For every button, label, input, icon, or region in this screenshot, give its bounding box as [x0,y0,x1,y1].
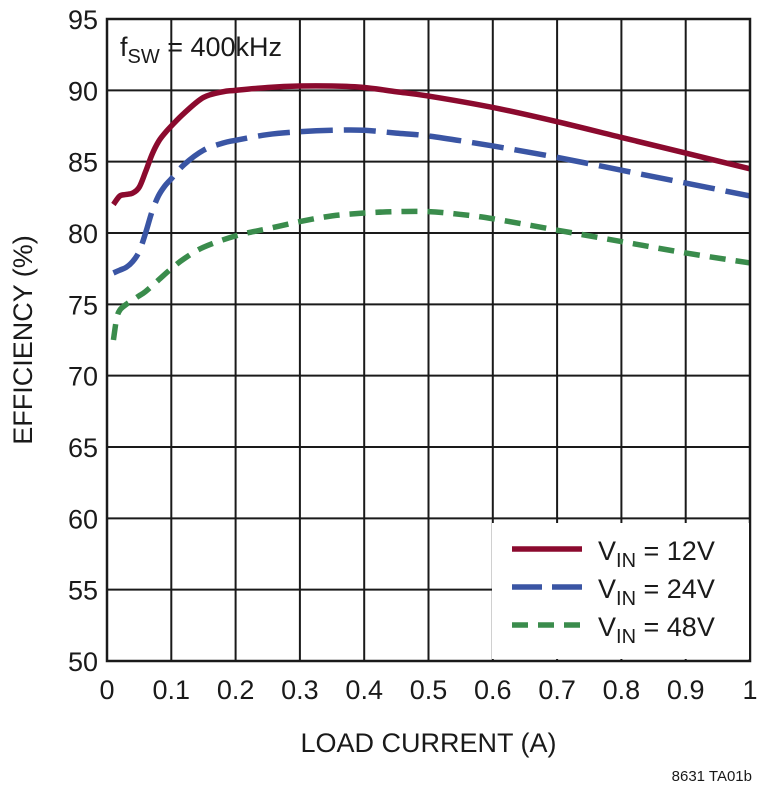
y-tick-label: 75 [68,290,98,320]
x-tick-label: 0.2 [217,675,255,705]
y-tick-label: 80 [68,219,98,249]
legend-background [492,523,749,659]
series-line-vin-24v [112,127,751,276]
y-tick-label: 95 [68,5,98,35]
legend-label-subscript: IN [616,550,636,572]
y-tick-label: 55 [68,576,98,606]
y-tick-label: 60 [68,504,98,534]
annotation-main: f [120,32,128,62]
legend-label: VIN = 48V [598,612,715,648]
series-line-vin-12v [111,83,751,207]
legend-label-rest: = 12V [636,536,715,566]
y-tick-label: 85 [68,148,98,178]
annotation-rest: = 400kHz [160,32,282,62]
legend-label: VIN = 24V [598,574,715,610]
series-group [110,83,751,341]
y-tick-label: 65 [68,433,98,463]
legend-label-rest: = 24V [636,574,715,604]
series-line-vin-48v [110,208,751,341]
y-tick-label: 90 [68,76,98,106]
x-tick-label: 0.3 [281,675,319,705]
x-tick-label: 0.4 [345,675,383,705]
tick-labels: 0 0.1 0.2 0.3 0.4 0.5 0.6 0.7 0.8 0.9 1 50 55 60 65 70 7… [68,5,758,705]
legend-label-main: V [598,536,616,566]
x-tick-label: 1 [742,675,757,705]
x-tick-label: 0 [99,675,114,705]
x-tick-label: 0.1 [153,675,191,705]
legend-label: VIN = 12V [598,536,715,572]
legend-label-rest: = 48V [636,612,715,642]
plot-frame [105,17,752,663]
y-axis-label: EFFICIENCY (%) [8,235,38,445]
figure-id-footnote: 8631 TA01b [672,768,752,785]
x-tick-label: 0.8 [603,675,641,705]
x-tick-label: 0.9 [667,675,705,705]
legend-label-subscript: IN [616,588,636,610]
x-tick-label: 0.5 [410,675,448,705]
x-tick-label: 0.7 [538,675,576,705]
switching-frequency-annotation: fSW = 400kHz [120,32,282,68]
annotation-subscript: SW [128,46,160,68]
legend-label-subscript: IN [616,626,636,648]
y-tick-label: 70 [68,362,98,392]
y-tick-label: 50 [68,647,98,677]
x-axis-label: LOAD CURRENT (A) [300,728,556,758]
legend-label-main: V [598,574,616,604]
legend-label-main: V [598,612,616,642]
x-tick-label: 0.6 [474,675,512,705]
